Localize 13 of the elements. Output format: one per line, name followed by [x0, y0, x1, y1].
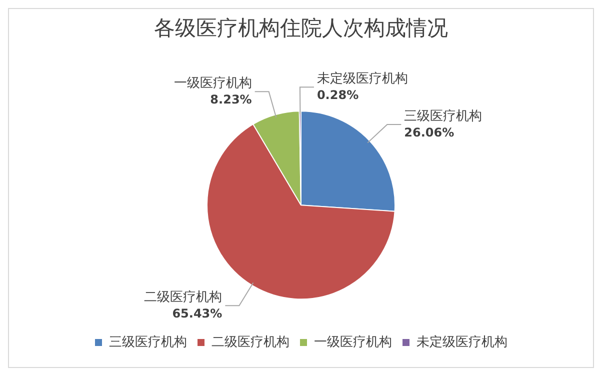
legend-label: 未定级医疗机构 — [416, 334, 508, 350]
data-label: 0.28% — [316, 88, 359, 102]
data-label: 26.06% — [404, 126, 454, 140]
legend-label: 二级医疗机构 — [212, 334, 290, 350]
slice-label: 三级医疗机构 — [404, 108, 482, 124]
chart-title: 各级医疗机构住院人次构成情况 — [154, 16, 448, 40]
legend-label: 一级医疗机构 — [314, 334, 392, 350]
data-label: 8.23% — [210, 92, 252, 107]
slice-label: 一级医疗机构 — [174, 76, 252, 91]
slice-label: 二级医疗机构 — [144, 290, 222, 305]
legend-label: 三级医疗机构 — [109, 334, 187, 350]
data-label: 65.43% — [172, 306, 222, 321]
slice-label: 未定级医疗机构 — [316, 71, 408, 86]
